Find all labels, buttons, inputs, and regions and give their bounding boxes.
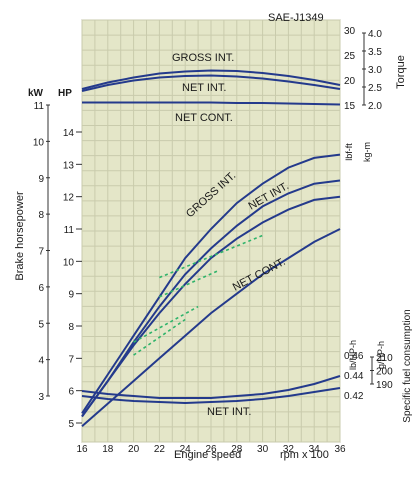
- fuel-unit-g: g/HP-h: [376, 341, 386, 369]
- hp-tick-label: 11: [64, 225, 75, 236]
- hp-tick-label: 7: [68, 354, 74, 365]
- label-torque-gross: GROSS INT.: [172, 52, 234, 64]
- left-unit-hp: HP: [58, 88, 72, 99]
- x-tick-label: 34: [309, 444, 321, 455]
- fuel-curve: [81, 375, 341, 399]
- x-tick-label: 32: [283, 444, 295, 455]
- kw-tick-label: 5: [38, 319, 44, 330]
- torque-lbft-tick-label: 20: [344, 76, 356, 87]
- x-axis-unit: rpm x 100: [280, 449, 329, 461]
- x-axis-title: Engine speed: [174, 449, 241, 461]
- power-curve: [81, 179, 341, 418]
- fuel-g-tick-label: 190: [376, 380, 393, 391]
- torque-curve: [81, 74, 341, 92]
- dashed-power-curve: [133, 305, 199, 343]
- fuel-lb-tick-label: 0.44: [344, 371, 364, 382]
- torque-kgm-tick-label: 3.5: [368, 47, 382, 58]
- axis-ticks: 16 18 20 22 24 26 28 30 32 34 36345678910115678910…: [33, 26, 393, 455]
- hp-tick-label: 12: [63, 193, 75, 204]
- standard-label: SAE-J1349: [268, 12, 324, 24]
- kw-tick-label: 6: [38, 283, 44, 294]
- kw-tick-label: 10: [33, 137, 45, 148]
- fuel-unit-lb: lb/HP-h: [348, 340, 358, 370]
- kw-tick-label: 3: [38, 392, 44, 403]
- kw-tick-label: 9: [38, 174, 44, 185]
- torque-unit-kgm: kg-m: [362, 142, 372, 162]
- fuel-axis-title: Specific fuel consumption: [402, 309, 413, 422]
- torque-kgm-tick-label: 2.0: [368, 101, 382, 112]
- dashed-power-curve: [133, 318, 186, 356]
- torque-curve: [82, 101, 341, 106]
- fuel-g-tick-label: 210: [376, 353, 393, 364]
- x-tick-label: 18: [102, 444, 114, 455]
- fuel-g-tick-label: 200: [376, 367, 393, 378]
- kw-tick-label: 7: [38, 247, 44, 258]
- x-tick-label: 26: [205, 444, 217, 455]
- torque-unit-lbft: lbf-ft: [344, 143, 354, 161]
- kw-tick-label: 11: [34, 101, 45, 112]
- dashed-power-curve: [159, 270, 218, 298]
- x-tick-label: 36: [334, 444, 346, 455]
- kw-tick-label: 8: [38, 210, 44, 221]
- x-tick-label: 20: [128, 444, 140, 455]
- label-fuel-net: NET INT.: [207, 406, 251, 418]
- power-curve: [81, 228, 341, 427]
- label-torque-net: NET INT.: [182, 82, 226, 94]
- hp-tick-label: 5: [68, 419, 74, 430]
- torque-kgm-tick-label: 2.5: [368, 83, 382, 94]
- left-axis-title: Brake horsepower: [14, 191, 26, 281]
- hp-tick-label: 14: [63, 128, 75, 139]
- x-tick-label: 24: [180, 444, 192, 455]
- power-curve: [81, 153, 341, 414]
- torque-lbft-tick-label: 15: [344, 101, 356, 112]
- fuel-curve: [81, 387, 341, 405]
- grid-lines: [81, 19, 341, 443]
- dashed-power-curve: [159, 234, 263, 279]
- torque-lbft-tick-label: 30: [344, 26, 356, 37]
- left-unit-kw: kW: [28, 88, 44, 99]
- torque-kgm-tick-label: 3.0: [368, 65, 382, 76]
- kw-tick-label: 4: [38, 356, 44, 367]
- hp-tick-label: 6: [68, 387, 74, 398]
- x-tick-label: 16: [76, 444, 88, 455]
- curves: [81, 69, 341, 427]
- x-tick-label: 22: [154, 444, 166, 455]
- power-curve: [81, 195, 341, 418]
- fuel-lb-tick-label: 0.46: [344, 351, 364, 362]
- hp-tick-label: 8: [68, 322, 74, 333]
- hp-tick-label: 9: [68, 290, 74, 301]
- x-tick-label: 30: [257, 444, 269, 455]
- torque-curve: [81, 69, 341, 90]
- torque-lbft-tick-label: 25: [344, 51, 356, 62]
- torque-axis-title: Torque: [395, 55, 407, 89]
- label-torque-cont: NET CONT.: [175, 112, 233, 124]
- x-tick-label: 28: [231, 444, 243, 455]
- hp-tick-label: 10: [63, 257, 75, 268]
- fuel-lb-tick-label: 0.42: [344, 391, 364, 402]
- hp-tick-label: 13: [63, 160, 75, 171]
- torque-kgm-tick-label: 4.0: [368, 29, 382, 40]
